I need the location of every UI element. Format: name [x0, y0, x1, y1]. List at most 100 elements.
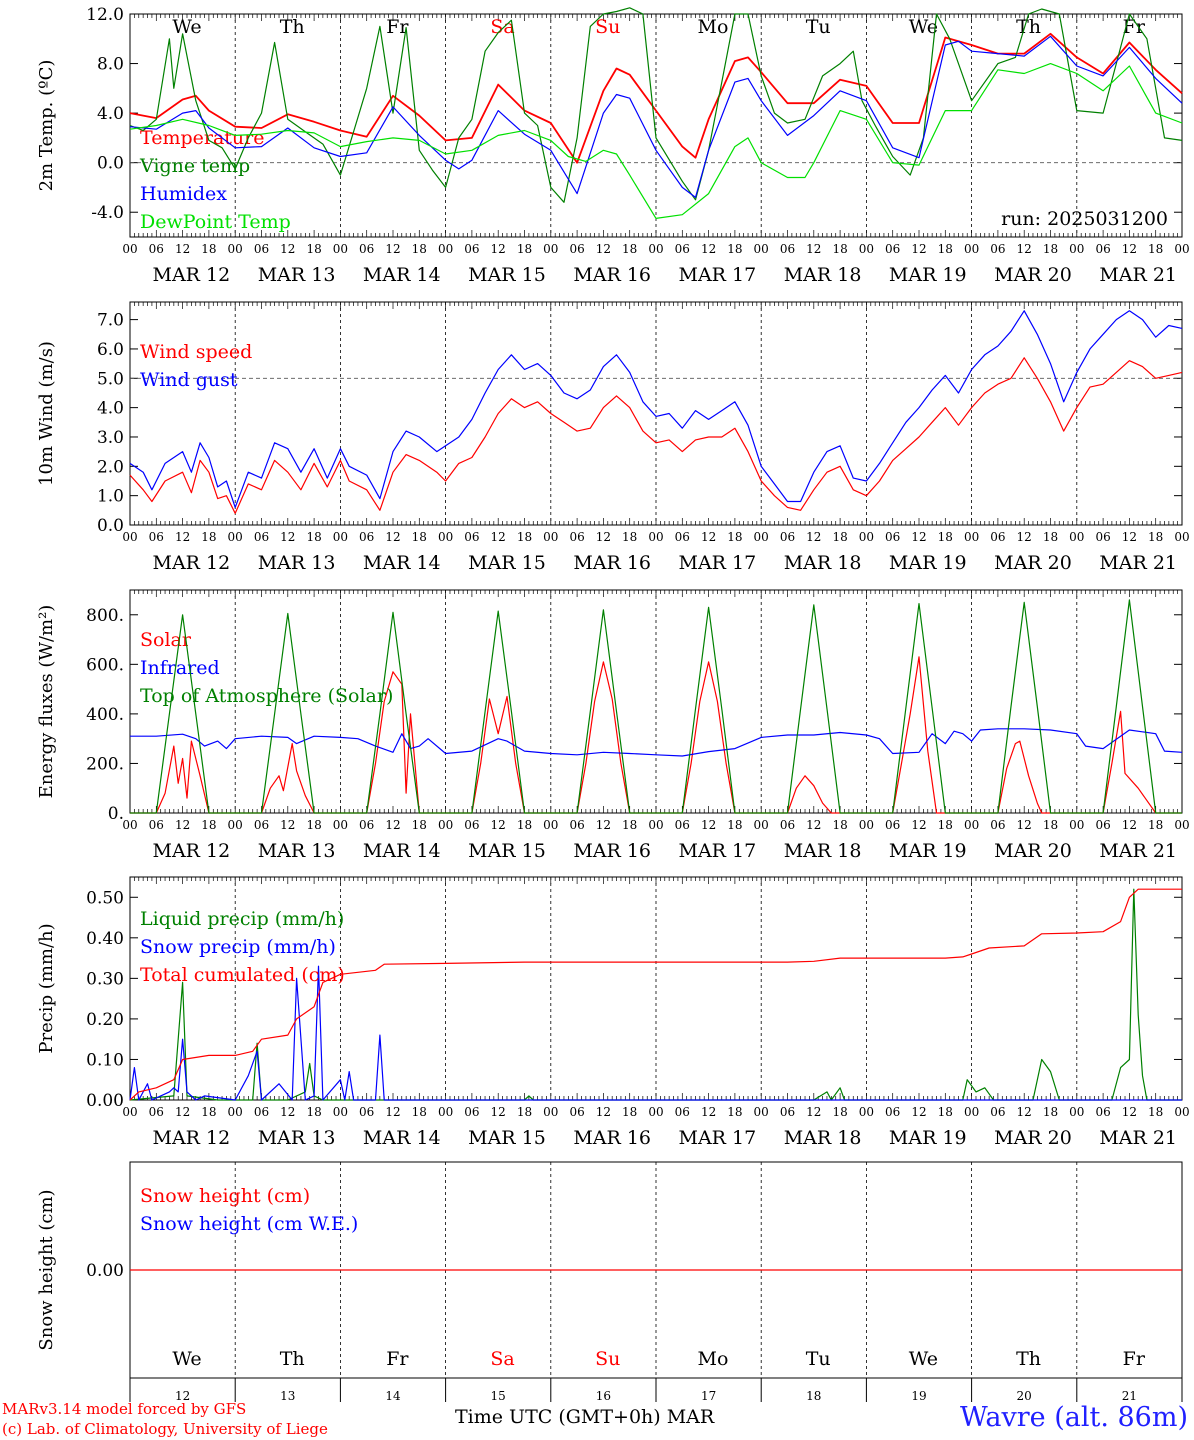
hour-tick-label: 00 — [228, 1105, 243, 1119]
hour-tick-label: 18 — [201, 530, 216, 544]
day-number-label: 19 — [911, 1389, 926, 1403]
hour-tick-label: 18 — [622, 818, 637, 832]
hour-tick-label: 12 — [1122, 818, 1137, 832]
date-label: MAR 21 — [1099, 840, 1177, 862]
hour-tick-label: 06 — [780, 818, 795, 832]
series-line — [129, 7, 1183, 203]
y-tick-label: 5.0 — [97, 369, 124, 389]
date-label: MAR 12 — [153, 1127, 231, 1149]
y-tick-label: 1.0 — [97, 487, 124, 507]
hour-tick-label: 12 — [491, 818, 506, 832]
date-label: MAR 16 — [573, 840, 651, 862]
hour-tick-label: 06 — [569, 818, 584, 832]
hour-tick-label: 00 — [333, 530, 348, 544]
hour-tick-label: 18 — [1148, 818, 1163, 832]
hour-tick-label: 18 — [517, 242, 532, 256]
legend-entry: Snow height (cm W.E.) — [140, 1213, 358, 1235]
hour-tick-label: 18 — [306, 1105, 321, 1119]
series-line — [129, 888, 1182, 1101]
hour-tick-label: 00 — [964, 1105, 979, 1119]
hour-tick-label: 06 — [149, 242, 164, 256]
hour-tick-label: 06 — [149, 1105, 164, 1119]
hour-tick-label: 18 — [622, 242, 637, 256]
hour-tick-label: 18 — [412, 818, 427, 832]
hour-tick-label: 18 — [517, 530, 532, 544]
y-tick-label: 400. — [86, 705, 124, 725]
y-tick-label: 0.0 — [97, 516, 124, 536]
date-label: MAR 19 — [889, 840, 967, 862]
date-label: MAR 16 — [573, 1127, 651, 1149]
run-label: run: 2025031200 — [1001, 208, 1168, 230]
hour-tick-label: 00 — [1174, 242, 1189, 256]
hour-tick-label: 06 — [464, 530, 479, 544]
y-tick-label: 200. — [86, 754, 124, 774]
date-label: MAR 18 — [784, 840, 862, 862]
hour-tick-label: 06 — [464, 242, 479, 256]
series-line — [130, 656, 1182, 814]
day-number-label: 17 — [701, 1389, 716, 1403]
hour-tick-label: 18 — [727, 530, 742, 544]
series-line — [129, 357, 1183, 514]
hour-tick-label: 12 — [385, 242, 400, 256]
date-label: MAR 13 — [258, 552, 336, 574]
hour-tick-label: 00 — [228, 530, 243, 544]
hour-tick-label: 18 — [727, 818, 742, 832]
hour-tick-label: 18 — [201, 818, 216, 832]
day-number-label: 13 — [280, 1389, 295, 1403]
hour-tick-label: 18 — [938, 530, 953, 544]
date-label: MAR 15 — [468, 1127, 546, 1149]
hour-tick-label: 12 — [1017, 242, 1032, 256]
hour-tick-label: 18 — [1043, 1105, 1058, 1119]
day-of-week-label: Mo — [698, 1348, 729, 1370]
hour-tick-label: 06 — [1095, 1105, 1110, 1119]
date-label: MAR 13 — [258, 840, 336, 862]
hour-tick-label: 06 — [149, 530, 164, 544]
hour-tick-label: 18 — [727, 242, 742, 256]
hour-tick-label: 00 — [438, 242, 453, 256]
day-of-week-label: Su — [595, 16, 620, 38]
y-tick-label: 0. — [108, 804, 124, 824]
date-label: MAR 16 — [573, 552, 651, 574]
date-label: MAR 14 — [363, 1127, 441, 1149]
hour-tick-label: 18 — [622, 1105, 637, 1119]
hour-tick-label: 00 — [859, 242, 874, 256]
date-label: MAR 17 — [679, 840, 757, 862]
hour-tick-label: 18 — [832, 242, 847, 256]
day-number-label: 18 — [806, 1389, 821, 1403]
date-label: MAR 17 — [679, 552, 757, 574]
hour-tick-label: 00 — [754, 242, 769, 256]
hour-tick-label: 00 — [648, 242, 663, 256]
hour-tick-label: 06 — [359, 242, 374, 256]
day-of-week-label: Th — [1016, 16, 1041, 38]
hour-tick-label: 12 — [491, 242, 506, 256]
hour-tick-label: 12 — [280, 1105, 295, 1119]
hour-tick-label: 00 — [543, 530, 558, 544]
hour-tick-label: 12 — [596, 530, 611, 544]
hour-tick-label: 12 — [806, 818, 821, 832]
hour-tick-label: 00 — [122, 818, 137, 832]
hour-tick-label: 12 — [280, 530, 295, 544]
legend-entry: Snow height (cm) — [140, 1185, 310, 1207]
hour-tick-label: 06 — [780, 530, 795, 544]
hour-tick-label: 00 — [122, 242, 137, 256]
hour-tick-label: 12 — [701, 1105, 716, 1119]
date-label: MAR 20 — [994, 264, 1072, 286]
y-tick-label: 2.0 — [97, 457, 124, 477]
hour-tick-label: 18 — [832, 818, 847, 832]
date-label: MAR 14 — [363, 552, 441, 574]
date-label: MAR 15 — [468, 264, 546, 286]
hour-tick-label: 06 — [990, 1105, 1005, 1119]
series-line — [129, 63, 1183, 219]
day-of-week-label: Fr — [386, 16, 409, 38]
day-number-label: 16 — [596, 1389, 611, 1403]
day-of-week-label: Tu — [806, 16, 831, 38]
day-of-week-label: We — [909, 16, 938, 38]
hour-tick-label: 18 — [1043, 818, 1058, 832]
y-axis-title: 2m Temp. (ºC) — [36, 60, 57, 192]
hour-tick-label: 06 — [254, 242, 269, 256]
legend-entry: Infrared — [140, 657, 220, 679]
legend-entry: Temperature — [140, 127, 264, 149]
date-label: MAR 12 — [153, 264, 231, 286]
hour-tick-label: 12 — [806, 530, 821, 544]
hour-tick-label: 06 — [569, 242, 584, 256]
